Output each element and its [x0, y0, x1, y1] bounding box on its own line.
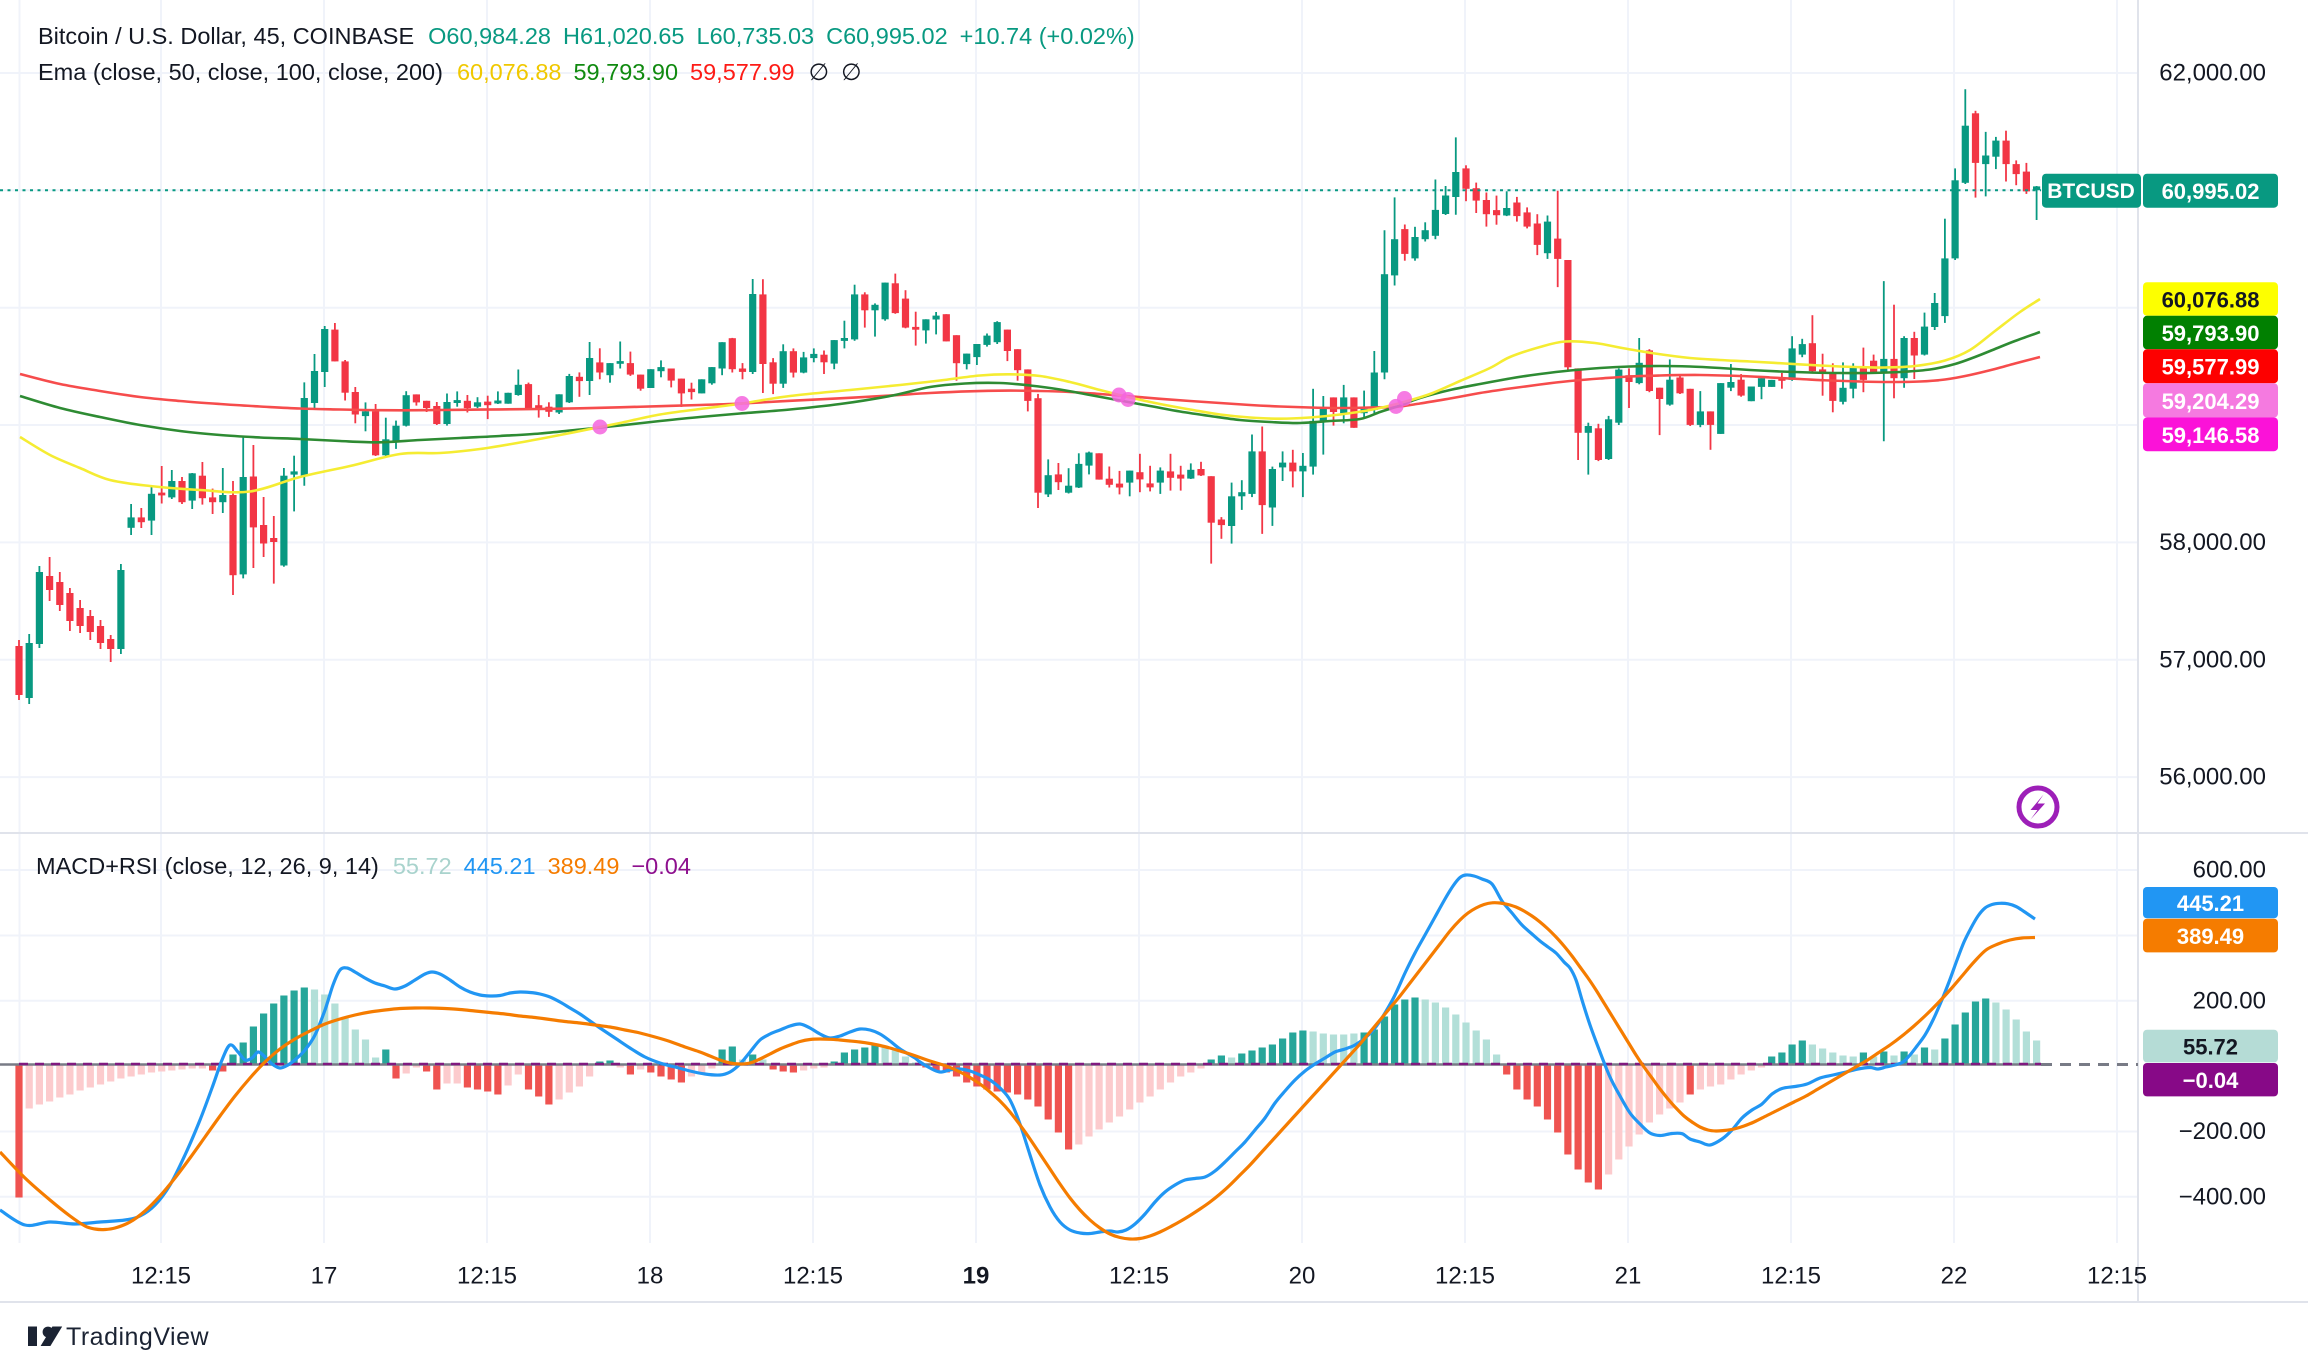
svg-text:12:15: 12:15 [457, 1263, 517, 1290]
svg-text:60,995.02: 60,995.02 [2162, 179, 2260, 204]
svg-text:−200.00: −200.00 [2179, 1118, 2266, 1145]
svg-text:Ema (close, 50, close, 100, cl: Ema (close, 50, close, 100, close, 200) 6… [38, 59, 862, 85]
svg-text:18: 18 [637, 1263, 664, 1290]
svg-text:56,000.00: 56,000.00 [2159, 764, 2266, 791]
svg-text:21: 21 [1615, 1263, 1642, 1290]
svg-text:22: 22 [1941, 1263, 1968, 1290]
svg-text:12:15: 12:15 [1435, 1263, 1495, 1290]
svg-text:−0.04: −0.04 [2183, 1068, 2239, 1093]
svg-text:12:15: 12:15 [783, 1263, 843, 1290]
svg-text:445.21: 445.21 [2177, 891, 2244, 916]
svg-text:20: 20 [1289, 1263, 1316, 1290]
svg-text:TradingView: TradingView [66, 1323, 210, 1351]
svg-text:MACD+RSI (close, 12, 26, 9, 14: MACD+RSI (close, 12, 26, 9, 14) 55.72 445.… [36, 853, 691, 879]
svg-text:60,076.88: 60,076.88 [2162, 288, 2260, 313]
svg-text:59,204.29: 59,204.29 [2162, 389, 2260, 414]
svg-text:59,577.99: 59,577.99 [2162, 355, 2260, 380]
svg-text:59,146.58: 59,146.58 [2162, 423, 2260, 448]
svg-text:600.00: 600.00 [2193, 857, 2266, 884]
svg-text:12:15: 12:15 [1109, 1263, 1169, 1290]
svg-text:17: 17 [311, 1263, 338, 1290]
svg-text:12:15: 12:15 [2087, 1263, 2147, 1290]
svg-text:19: 19 [963, 1263, 990, 1290]
svg-text:−400.00: −400.00 [2179, 1183, 2266, 1210]
svg-text:Bitcoin / U.S. Dollar, 45, COI: Bitcoin / U.S. Dollar, 45, COINBASE O60,9… [38, 23, 1135, 49]
svg-text:57,000.00: 57,000.00 [2159, 646, 2266, 673]
svg-text:BTCUSD: BTCUSD [2047, 180, 2135, 203]
svg-text:389.49: 389.49 [2177, 924, 2244, 949]
svg-text:12:15: 12:15 [131, 1263, 191, 1290]
svg-text:200.00: 200.00 [2193, 987, 2266, 1014]
svg-text:55.72: 55.72 [2183, 1035, 2238, 1060]
svg-text:59,793.90: 59,793.90 [2162, 321, 2260, 346]
svg-text:12:15: 12:15 [1761, 1263, 1821, 1290]
svg-text:58,000.00: 58,000.00 [2159, 529, 2266, 556]
svg-text:62,000.00: 62,000.00 [2159, 60, 2266, 87]
